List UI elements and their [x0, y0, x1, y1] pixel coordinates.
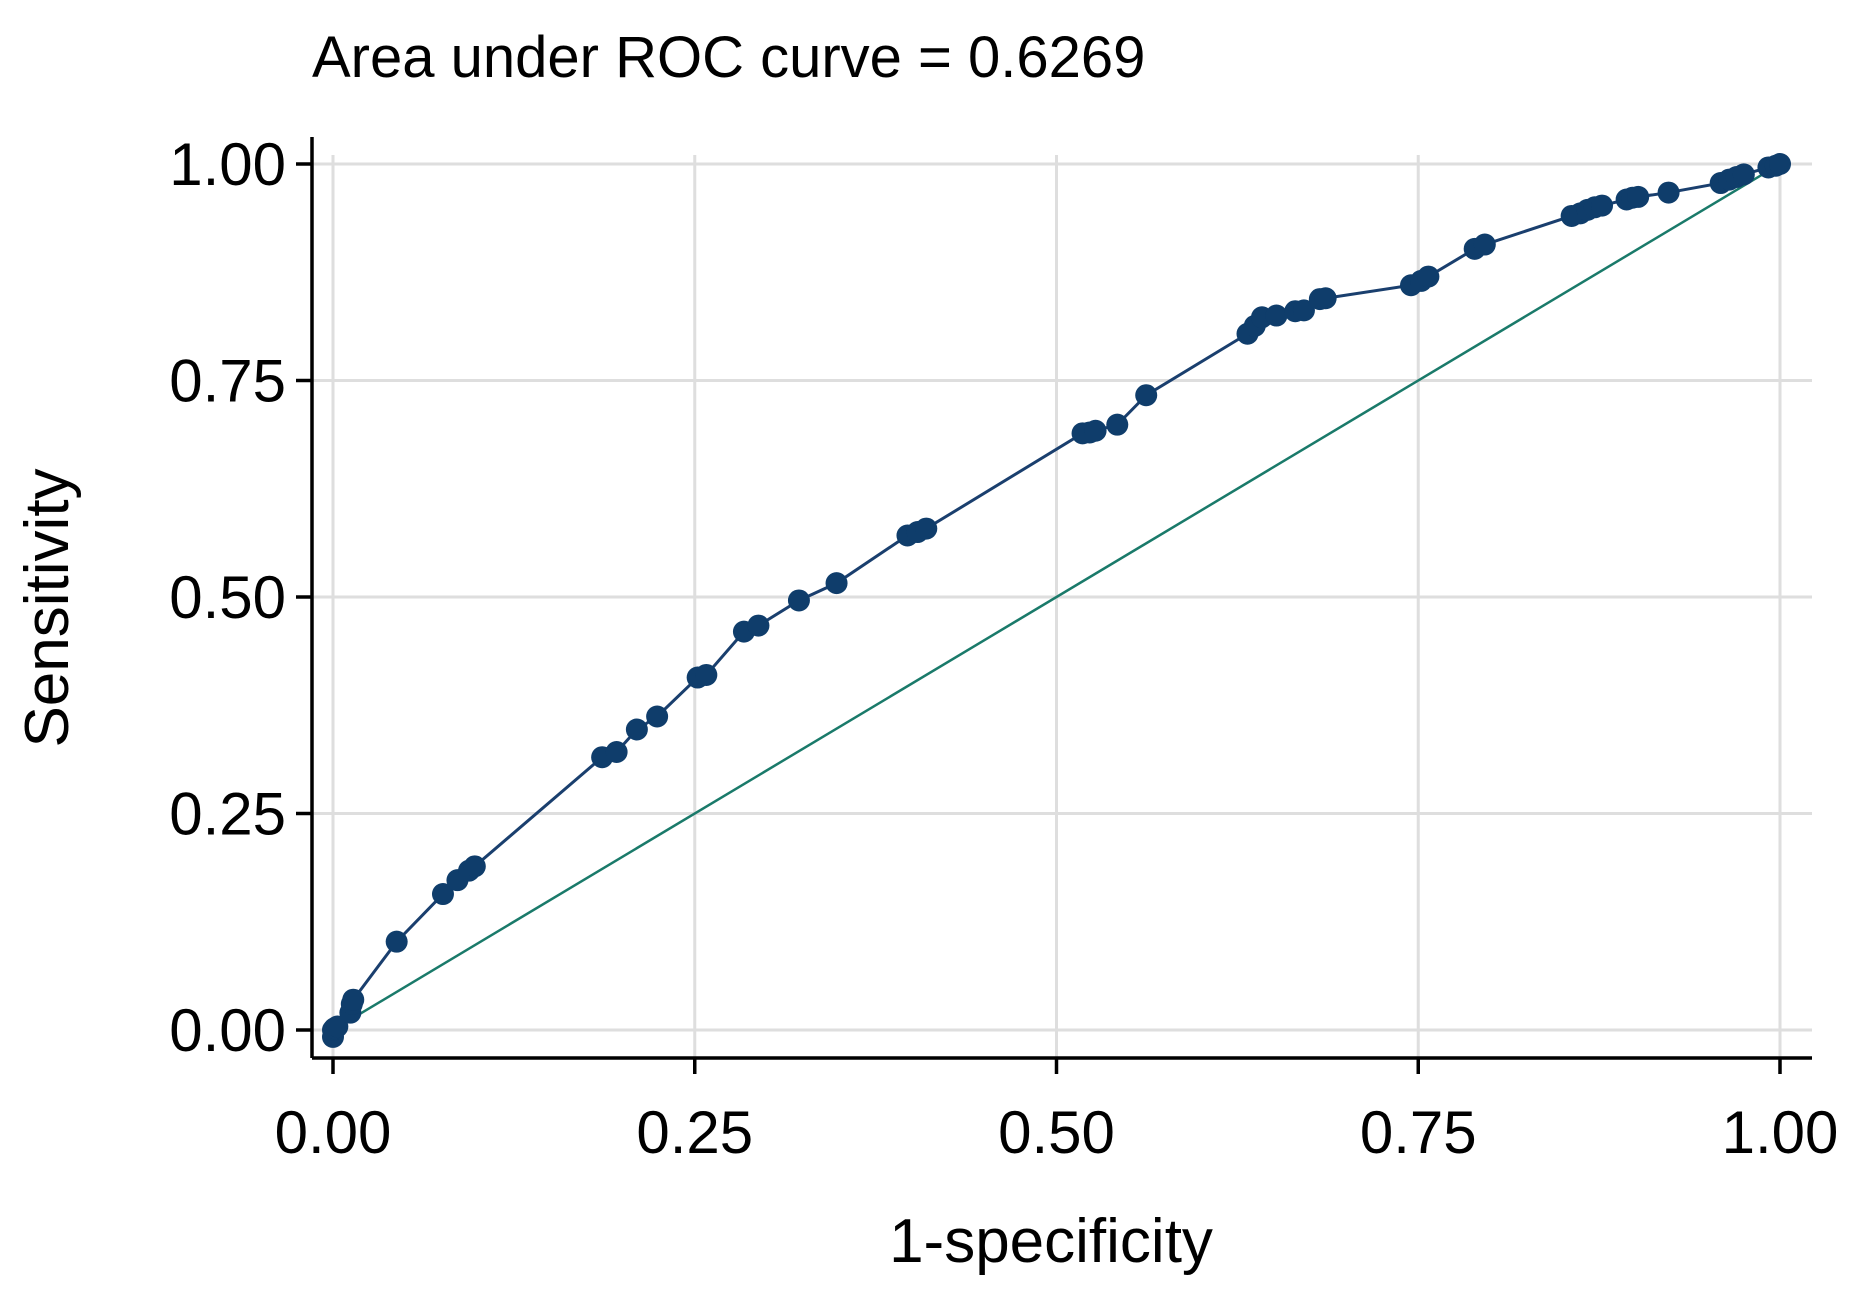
roc-point — [1591, 194, 1614, 217]
y-axis-title: Sensitivity — [13, 468, 82, 747]
roc-point — [1135, 384, 1158, 407]
roc-point — [646, 705, 669, 728]
roc-point — [1314, 287, 1337, 310]
y-axis-ticks: 0.00 0.25 0.50 0.75 1.00 — [169, 131, 312, 1064]
x-tick-label: 0.25 — [636, 1099, 753, 1166]
roc-point — [342, 988, 365, 1011]
x-tick-label: 0.00 — [275, 1099, 392, 1166]
roc-point — [1265, 304, 1288, 327]
y-tick-label: 0.25 — [169, 781, 286, 848]
y-tick-label: 0.75 — [169, 348, 286, 415]
roc-point — [695, 663, 718, 686]
roc-point — [1473, 233, 1496, 256]
roc-point — [431, 883, 454, 906]
roc-point — [1106, 413, 1129, 436]
x-tick-label: 0.75 — [1360, 1099, 1477, 1166]
roc-point — [825, 572, 848, 595]
roc-point — [605, 741, 628, 764]
roc-point — [1627, 185, 1650, 208]
roc-point — [1084, 419, 1107, 442]
roc-point — [747, 614, 770, 637]
roc-point — [463, 855, 486, 878]
chart-title: Area under ROC curve = 0.6269 — [312, 25, 1145, 90]
y-tick-label: 1.00 — [169, 131, 286, 198]
x-tick-label: 0.50 — [998, 1099, 1115, 1166]
roc-point — [1292, 299, 1315, 322]
grid-lines — [312, 155, 1812, 1058]
roc-markers — [322, 153, 1791, 1048]
x-axis-ticks: 0.00 0.25 0.50 0.75 1.00 — [275, 1058, 1839, 1166]
reference-line — [332, 162, 1781, 1032]
roc-point — [787, 589, 810, 612]
roc-point — [625, 718, 648, 741]
x-tick-label: 1.00 — [1722, 1099, 1839, 1166]
roc-point — [915, 517, 938, 540]
reference-line-group — [332, 162, 1781, 1032]
roc-point — [385, 930, 408, 953]
roc-point — [1769, 153, 1791, 175]
roc-point — [326, 1015, 349, 1038]
y-tick-label: 0.00 — [169, 997, 286, 1064]
roc-point — [1417, 265, 1440, 288]
x-axis-title: 1-specificity — [889, 1207, 1213, 1276]
roc-point — [1732, 163, 1755, 186]
y-tick-label: 0.50 — [169, 564, 286, 631]
roc-point — [1657, 181, 1680, 204]
